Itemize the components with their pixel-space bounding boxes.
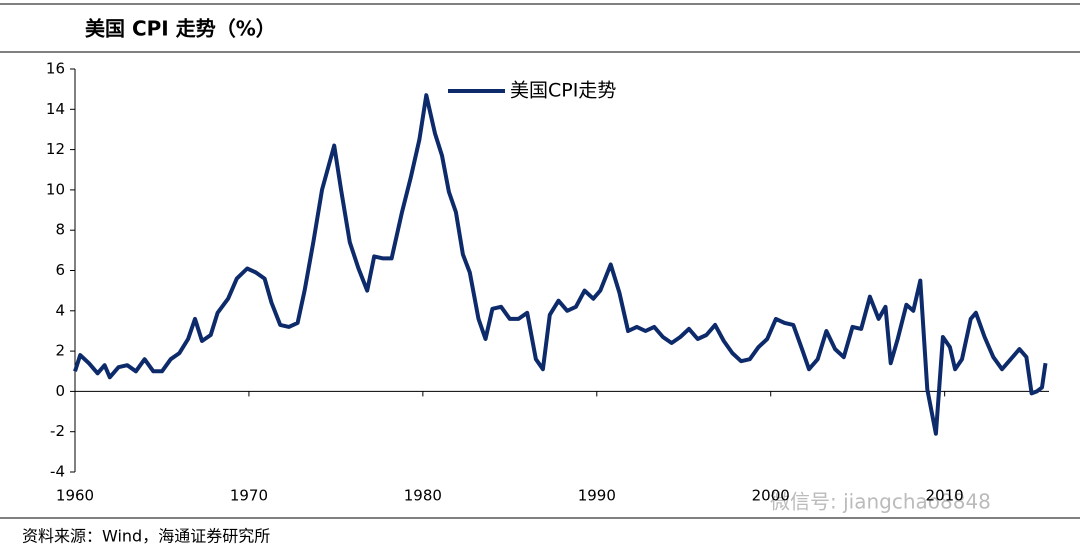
y-tick-label: -2 [50,422,65,440]
y-tick-label: 6 [55,261,65,279]
y-tick-label: 4 [55,301,65,319]
watermark: 微信号: jiangchao8848 [770,490,991,514]
x-tick-label: 2000 [752,487,790,505]
y-tick-label: 12 [46,140,65,158]
y-tick-label: 0 [55,382,65,400]
x-tick-label: 2010 [926,487,964,505]
source: 资料来源：Wind，海通证券研究所 [22,527,270,546]
y-tick-label: 2 [55,342,65,360]
y-tick-label: -4 [50,463,65,481]
y-tick-label: 14 [46,100,65,118]
chart-title: 美国 CPI 走势（%） [85,17,276,41]
y-tick-label: 8 [55,221,65,239]
data-line [73,93,1048,436]
y-tick-label: 16 [46,60,65,78]
legend-label: 美国CPI走势 [510,80,616,102]
x-tick-label: 1970 [230,487,268,505]
x-tick-label: 1990 [578,487,616,505]
x-tick-label: 1960 [56,487,94,505]
y-tick-label: 10 [46,180,65,198]
x-tick-label: 1980 [404,487,442,505]
